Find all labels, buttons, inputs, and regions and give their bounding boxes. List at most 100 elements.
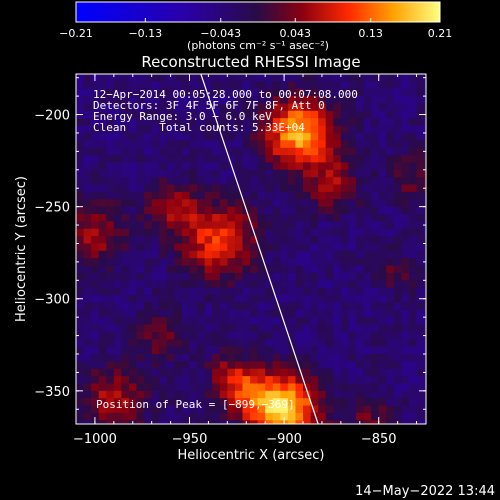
heatmap-cell xyxy=(144,272,153,281)
heatmap-cell xyxy=(98,81,107,90)
heatmap-cell xyxy=(409,221,417,230)
heatmap-cell xyxy=(113,331,122,340)
heatmap-cell xyxy=(401,184,410,193)
heatmap-cell xyxy=(166,280,175,289)
heatmap-cell xyxy=(295,125,304,134)
heatmap-cell xyxy=(129,88,137,97)
heatmap-cell xyxy=(129,118,137,127)
heatmap-cell xyxy=(287,147,296,156)
heatmap-cell xyxy=(257,74,266,82)
heatmap-cell xyxy=(424,272,426,281)
heatmap-cell xyxy=(409,272,417,281)
heatmap-cell xyxy=(303,184,311,193)
heatmap-cell xyxy=(401,412,410,421)
heatmap-cell xyxy=(227,103,236,112)
heatmap-cell xyxy=(197,191,206,200)
heatmap-cell xyxy=(386,132,395,141)
heatmap-cell xyxy=(166,214,175,222)
heatmap-cell xyxy=(348,317,357,326)
heatmap-cell xyxy=(98,147,107,156)
heatmap-cell xyxy=(159,221,168,230)
heatmap-cell xyxy=(212,265,221,274)
heatmap-cell xyxy=(295,74,304,82)
heatmap-cell xyxy=(159,140,168,149)
heatmap-cell xyxy=(181,331,190,340)
heatmap-cell xyxy=(121,103,130,112)
heatmap-cell xyxy=(303,228,311,237)
heatmap-cell xyxy=(333,265,342,274)
heatmap-cell xyxy=(409,331,417,340)
heatmap-cell xyxy=(386,162,395,171)
heatmap-cell xyxy=(272,184,281,193)
heatmap-cell xyxy=(174,199,183,208)
heatmap-cell xyxy=(386,250,395,259)
heatmap-cell xyxy=(371,184,380,193)
heatmap-cell xyxy=(106,398,115,407)
heatmap-cell xyxy=(250,250,259,259)
heatmap-cell xyxy=(144,324,153,333)
heatmap-cell xyxy=(197,88,206,97)
heatmap-cell xyxy=(174,280,183,289)
heatmap-cell xyxy=(212,169,221,178)
heatmap-cell xyxy=(371,132,380,141)
heatmap-cell xyxy=(166,74,175,82)
heatmap-cell xyxy=(189,265,198,274)
heatmap-cell xyxy=(363,287,372,296)
heatmap-cell xyxy=(356,361,364,370)
heatmap-cell xyxy=(106,184,115,193)
heatmap-cell xyxy=(121,140,130,149)
heatmap-cell xyxy=(257,317,266,326)
heatmap-cell xyxy=(166,155,175,163)
heatmap-cell xyxy=(98,331,107,340)
heatmap-cell xyxy=(106,302,115,311)
heatmap-cell xyxy=(371,140,380,149)
heatmap-cell xyxy=(356,302,364,311)
heatmap-cell xyxy=(174,214,183,222)
heatmap-cell xyxy=(83,206,92,215)
heatmap-cell xyxy=(393,376,402,384)
heatmap-cell xyxy=(151,125,160,134)
heatmap-cell xyxy=(197,103,206,112)
heatmap-cell xyxy=(280,250,289,259)
heatmap-cell xyxy=(333,221,342,230)
heatmap-cell xyxy=(378,184,387,193)
heatmap-cell xyxy=(378,81,387,90)
heatmap-cell xyxy=(219,324,228,333)
heatmap-cell xyxy=(204,132,213,141)
heatmap-cell xyxy=(295,361,304,370)
heatmap-cell xyxy=(348,162,357,171)
heatmap-cell xyxy=(272,412,281,421)
heatmap-cell xyxy=(242,302,251,311)
heatmap-cell xyxy=(386,177,395,186)
heatmap-cell xyxy=(212,295,221,303)
heatmap-cell xyxy=(144,302,153,311)
heatmap-cell xyxy=(371,317,380,326)
heatmap-cell xyxy=(212,96,221,104)
heatmap-cell xyxy=(212,361,221,370)
heatmap-cell xyxy=(265,118,274,127)
heatmap-cell xyxy=(371,354,380,362)
heatmap-cell xyxy=(363,96,372,104)
heatmap-cell xyxy=(257,398,266,407)
heatmap-cell xyxy=(340,265,349,274)
heatmap-cell xyxy=(401,155,410,163)
heatmap-cell xyxy=(287,383,296,392)
heatmap-cell xyxy=(386,258,395,267)
heatmap-cell xyxy=(333,354,342,362)
heatmap-cell xyxy=(325,390,334,399)
heatmap-cell xyxy=(174,236,183,244)
heatmap-cell xyxy=(303,243,311,252)
heatmap-cell xyxy=(144,147,153,156)
heatmap-cell xyxy=(424,214,426,222)
heatmap-cell xyxy=(303,287,311,296)
heatmap-cell xyxy=(287,96,296,104)
heatmap-cell xyxy=(393,331,402,340)
heatmap-cell xyxy=(212,383,221,392)
heatmap-cell xyxy=(310,412,319,421)
heatmap-cell xyxy=(318,81,327,90)
heatmap-cell xyxy=(393,147,402,156)
heatmap-cell xyxy=(363,236,372,244)
heatmap-cell xyxy=(265,88,274,97)
heatmap-cell xyxy=(204,162,213,171)
heatmap-cell xyxy=(333,81,342,90)
